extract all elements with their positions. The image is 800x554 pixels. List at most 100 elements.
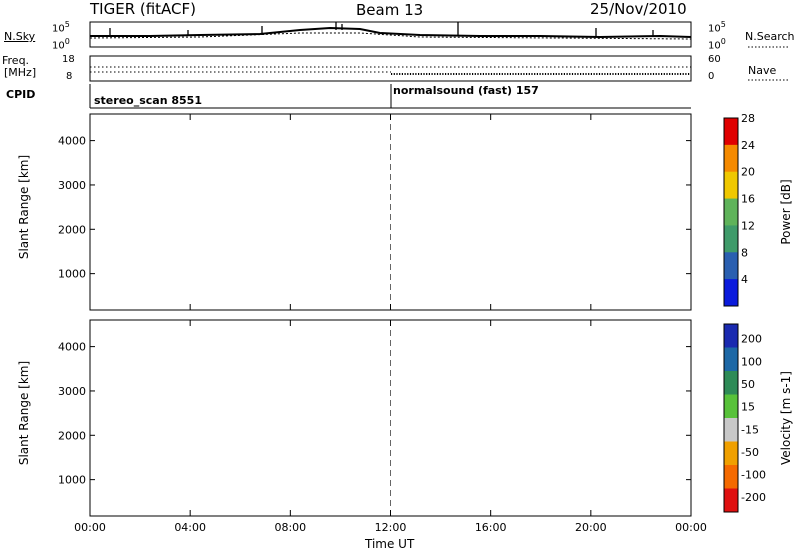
power-nearrange-cell: [493, 303, 497, 309]
power-echo-cell: [198, 259, 202, 264]
power-echo-cell: [475, 238, 479, 243]
power-echo-cell: [211, 268, 216, 273]
power-echo-cell: [482, 225, 486, 229]
power-echo-cell: [401, 219, 405, 224]
power-patch-cell: [390, 184, 394, 189]
power-echo-cell: [477, 228, 482, 233]
velocity-echo-cell: [96, 461, 101, 466]
power-echo-cell: [175, 248, 180, 253]
power-echo-cell: [340, 240, 344, 245]
velocity-nearrange-cell: [153, 502, 157, 508]
power-echo-cell: [139, 243, 144, 248]
power-echo-cell: [193, 266, 198, 271]
power-echo-cell: [337, 248, 342, 252]
power-patch-cell: [453, 178, 457, 183]
power-echo-cell: [439, 249, 443, 254]
power-echo-cell: [353, 238, 358, 243]
velocity-echo-cell: [90, 450, 94, 455]
power-echo-cell: [491, 238, 495, 243]
velocity-echo-cell: [121, 471, 126, 475]
power-echo-cell: [371, 248, 376, 253]
power-echo-cell: [247, 272, 252, 277]
power-plume-cell: [370, 260, 374, 265]
power-echo-cell: [606, 268, 610, 272]
power-echo-cell: [662, 274, 666, 278]
power-echo-cell: [164, 262, 168, 267]
power-echo-cell: [238, 272, 243, 277]
power-echo-cell: [430, 221, 434, 226]
power-nearrange-cell: [229, 300, 234, 306]
power-echo-cell: [94, 263, 98, 268]
power-echo-cell: [322, 246, 326, 251]
power-echo-cell: [317, 260, 322, 265]
power-echo-cell: [105, 247, 110, 252]
power-echo-cell: [394, 220, 398, 225]
power-echo-cell: [279, 273, 283, 278]
power-nearrange-cell: [360, 301, 364, 307]
power-echo-cell: [425, 244, 430, 249]
power-echo-cell: [223, 253, 227, 258]
power-echo-cell: [520, 236, 524, 241]
power-echo-cell: [252, 258, 256, 263]
power-echo-cell: [304, 252, 308, 256]
power-echo-cell: [96, 267, 101, 272]
power-echo-cell: [416, 227, 421, 232]
velocity-echo-cell: [128, 471, 132, 475]
power-plume-cell: [363, 270, 367, 275]
power-echo-cell: [99, 259, 103, 264]
power-echo-cell: [155, 252, 159, 256]
power-echo-cell: [114, 262, 119, 267]
power-echo-cell: [657, 253, 662, 258]
power-echo-cell: [241, 269, 245, 274]
power-echo-cell: [667, 257, 671, 262]
power-patch-cell: [482, 215, 486, 220]
velocity-echo-cell: [103, 444, 107, 449]
power-nearrange-cell: [292, 299, 297, 304]
power-plume-cell: [359, 266, 364, 271]
power-plume-cell: [389, 252, 394, 256]
power-echo-cell: [101, 262, 105, 266]
power-echo-cell: [608, 253, 612, 258]
power-echo-cell: [288, 248, 292, 253]
power-echo-cell: [322, 256, 326, 261]
power-echo-cell: [642, 252, 646, 257]
power-echo-cell: [624, 266, 628, 271]
power-nearrange-cell: [561, 299, 565, 305]
power-echo-cell: [218, 245, 222, 250]
power-echo-cell: [630, 277, 635, 282]
power-echo-cell: [491, 218, 495, 223]
power-echo-cell: [286, 261, 290, 265]
power-echo-cell: [346, 242, 351, 247]
power-echo-cell: [534, 230, 538, 235]
power-echo-cell: [94, 250, 98, 255]
power-echo-cell: [362, 248, 367, 253]
power-nearrange-cell: [653, 297, 657, 303]
power-echo-cell: [660, 263, 664, 268]
power-echo-cell: [256, 271, 261, 276]
power-echo-cell: [351, 263, 355, 268]
power-echo-cell: [292, 257, 297, 262]
power-echo-cell: [630, 245, 635, 250]
power-echo-cell: [150, 268, 155, 273]
power-echo-cell: [328, 259, 333, 263]
power-echo-cell: [615, 266, 619, 271]
power-patch-cell: [273, 198, 277, 203]
power-echo-cell: [660, 276, 664, 281]
power-nearrange-cell: [392, 298, 396, 304]
power-echo-cell: [475, 225, 479, 230]
power-patch-cell: [464, 221, 468, 225]
power-echo-cell: [608, 250, 612, 255]
power-echo-cell: [265, 264, 270, 269]
power-echo-cell: [304, 264, 308, 269]
power-echo-cell: [531, 242, 536, 247]
power-patch-cell: [468, 184, 472, 189]
velocity-echo-cell: [159, 454, 164, 459]
power-echo-cell: [331, 250, 335, 255]
power-patch-cell: [467, 217, 471, 222]
power-echo-cell: [601, 254, 606, 259]
power-echo-cell: [525, 223, 529, 227]
velocity-echo-cell: [144, 448, 148, 453]
power-echo-cell: [680, 248, 684, 253]
nsearch-trace: [89, 32, 692, 40]
power-echo-cell: [283, 268, 288, 273]
